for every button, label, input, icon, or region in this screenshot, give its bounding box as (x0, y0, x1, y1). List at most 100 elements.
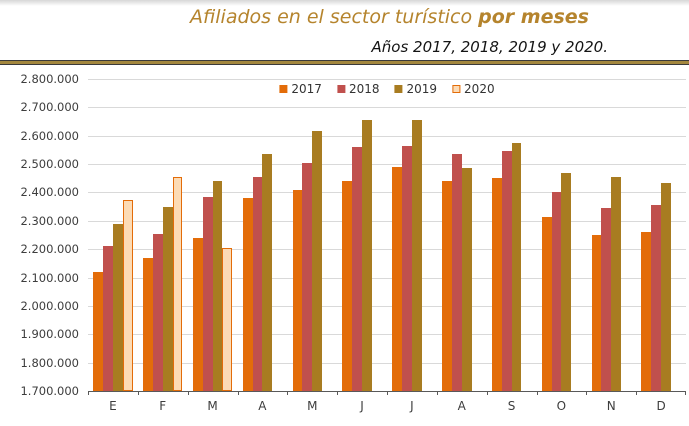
x-tick-label: M (307, 399, 318, 413)
bar-2018-O (551, 192, 562, 391)
x-tick-label: A (258, 399, 267, 413)
x-tick-label: M (207, 399, 218, 413)
y-tick-label: 2.300.000 (20, 213, 79, 228)
title-divider (0, 60, 689, 65)
legend-item-2019: 2019 (394, 82, 437, 96)
y-tick-label: 2.800.000 (20, 72, 79, 86)
bar-2018-M (302, 162, 313, 391)
x-tick-label: O (556, 399, 567, 413)
x-tick-label: E (109, 399, 117, 413)
y-tick-label: 2.100.000 (20, 270, 79, 285)
bar-2017-A (442, 181, 452, 391)
bar-2018-J (352, 147, 363, 391)
y-tick-label: 2.200.000 (20, 242, 79, 257)
x-tick-label: N (606, 399, 616, 413)
bar-2020-E (122, 199, 133, 391)
legend-swatch-2017 (279, 85, 288, 93)
gridline (88, 220, 686, 222)
bar-2020-F (172, 176, 183, 391)
bar-2019-O (561, 172, 572, 391)
bar-2019-E (112, 223, 123, 391)
y-tick-label: 1.700.000 (20, 384, 79, 398)
x-axis-tick (486, 391, 488, 395)
x-tick-label: S (507, 399, 516, 413)
bar-2018-M (202, 196, 213, 391)
legend-item-2020: 2020 (452, 82, 495, 96)
gridline (88, 249, 686, 251)
gridline (88, 334, 686, 336)
chart-title: Afiliados en el sector turístico por mes… (0, 6, 689, 28)
x-axis-tick (586, 391, 588, 395)
bar-2018-J (402, 145, 412, 391)
legend-item-2017: 2017 (279, 82, 322, 96)
gridline (88, 305, 686, 307)
x-axis-tick (536, 391, 538, 395)
legend-item-2018: 2018 (336, 82, 380, 96)
bar-2018-A (252, 176, 263, 391)
divider-line-bottom (0, 64, 689, 65)
x-axis-tick (88, 391, 89, 395)
y-tick-label: 2.400.000 (20, 185, 79, 200)
bar-2019-N (611, 176, 622, 391)
bar-2019-S (511, 142, 522, 391)
gridline (88, 192, 686, 194)
divider-line-top (0, 60, 689, 61)
x-axis-tick (436, 391, 438, 395)
bar-2018-D (651, 205, 662, 391)
bar-2018-S (501, 151, 512, 391)
bar-2017-M (292, 189, 303, 391)
bar-2019-A (262, 154, 273, 391)
x-tick-label: J (410, 399, 414, 413)
y-tick-label: 1.800.000 (20, 355, 79, 370)
bar-2017-E (93, 271, 104, 391)
x-tick-label: F (159, 399, 167, 413)
legend-swatch-2019 (394, 85, 403, 93)
bar-2019-M (212, 181, 223, 391)
legend-label-2018: 2018 (348, 82, 380, 96)
bar-2018-N (601, 208, 612, 391)
x-axis-tick (137, 391, 139, 395)
y-tick-label: 1.900.000 (20, 327, 79, 342)
y-axis-labels: 2.800.000 2.700.000 2.600.000 2.500.000 2.40… (0, 72, 84, 398)
bar-2017-A (242, 198, 253, 391)
chart-subtitle: Años 2017, 2018, 2019 y 2020. (371, 38, 608, 56)
chart-title-prefix: Afiliados en el sector turístico (190, 6, 479, 28)
x-tick-label: A (457, 399, 466, 413)
x-axis-tick (237, 391, 239, 395)
bar-2019-J (411, 120, 422, 391)
x-axis-tick (187, 391, 189, 395)
chart-title-emphasis: por meses (478, 6, 589, 28)
gridline (88, 362, 686, 364)
bar-2019-J (362, 120, 372, 391)
bar-2017-M (192, 237, 203, 391)
legend-label-2020: 2020 (464, 82, 495, 96)
x-axis-tick (636, 391, 638, 395)
slide-top-shadow (0, 0, 689, 6)
plot-area: 2017 2018 2019 2020 E F M A M J J A S O N D (88, 79, 686, 413)
y-tick-label: 2.500.000 (20, 157, 79, 172)
bar-2017-F (143, 257, 153, 391)
gridline (88, 79, 686, 80)
gridline (88, 277, 686, 279)
x-axis-tick (337, 391, 339, 395)
bar-2018-E (103, 246, 113, 391)
bar-2018-A (451, 154, 462, 391)
x-tick-label: J (360, 399, 364, 413)
bar-2020-M (222, 247, 233, 391)
legend-swatch-2018 (336, 85, 345, 93)
x-axis-tick (387, 391, 388, 395)
bar-2017-O (541, 216, 552, 391)
bar-2017-J (392, 166, 403, 391)
x-axis-tick (685, 391, 686, 395)
bar-2017-S (491, 178, 502, 391)
bar-2017-N (591, 235, 602, 391)
divider-line-gold (0, 61, 689, 64)
gridline (88, 135, 686, 137)
bar-2017-D (641, 232, 652, 391)
y-tick-label: 2.700.000 (20, 100, 79, 115)
bar-2017-J (342, 181, 353, 391)
x-tick-label: D (656, 399, 666, 413)
bar-chart: 2.800.000 2.700.000 2.600.000 2.500.000 2.40… (0, 68, 689, 426)
y-tick-label: 2.000.000 (20, 298, 79, 313)
bar-2019-D (661, 182, 671, 391)
